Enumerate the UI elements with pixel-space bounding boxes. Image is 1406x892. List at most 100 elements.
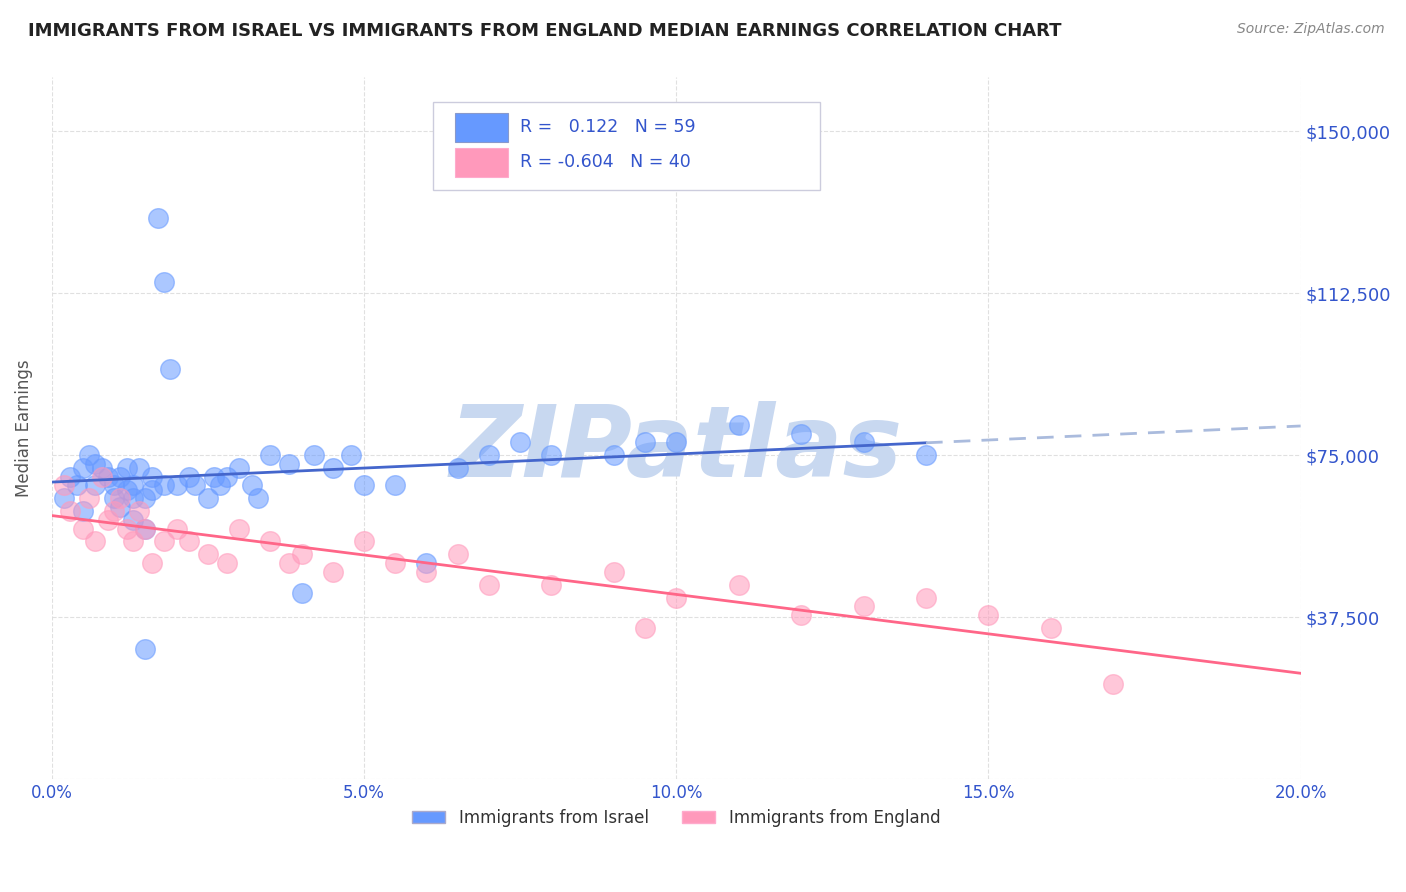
Point xyxy=(915,591,938,605)
Point xyxy=(90,461,112,475)
Point xyxy=(852,599,875,614)
Point xyxy=(159,361,181,376)
Point xyxy=(153,276,176,290)
Point xyxy=(103,478,125,492)
Point xyxy=(77,491,100,506)
Text: IMMIGRANTS FROM ISRAEL VS IMMIGRANTS FROM ENGLAND MEDIAN EARNINGS CORRELATION CH: IMMIGRANTS FROM ISRAEL VS IMMIGRANTS FRO… xyxy=(28,22,1062,40)
Point xyxy=(322,461,344,475)
Point xyxy=(603,565,626,579)
Point xyxy=(852,435,875,450)
Point xyxy=(53,478,76,492)
Point xyxy=(53,491,76,506)
Point xyxy=(1102,677,1125,691)
Point xyxy=(179,534,201,549)
Point xyxy=(384,478,406,492)
Point xyxy=(384,556,406,570)
Point xyxy=(72,461,94,475)
Point xyxy=(290,586,312,600)
Point xyxy=(90,469,112,483)
Point xyxy=(228,522,250,536)
Point xyxy=(478,448,501,462)
Point xyxy=(153,534,176,549)
Point xyxy=(84,457,107,471)
Text: Source: ZipAtlas.com: Source: ZipAtlas.com xyxy=(1237,22,1385,37)
Point xyxy=(634,435,657,450)
Point xyxy=(141,556,163,570)
Point xyxy=(340,448,363,462)
Point xyxy=(166,522,188,536)
Point xyxy=(128,504,150,518)
Point xyxy=(915,448,938,462)
Point xyxy=(110,491,132,506)
Point xyxy=(134,491,156,506)
Point xyxy=(415,565,437,579)
Point xyxy=(166,478,188,492)
Point xyxy=(197,548,219,562)
Point xyxy=(141,483,163,497)
Point xyxy=(153,478,176,492)
Point xyxy=(59,504,82,518)
Point xyxy=(790,426,813,441)
Point xyxy=(110,469,132,483)
Point xyxy=(122,478,145,492)
Point xyxy=(103,491,125,506)
Point xyxy=(603,448,626,462)
Point xyxy=(122,534,145,549)
Point xyxy=(1039,621,1062,635)
Point xyxy=(103,504,125,518)
Point xyxy=(290,548,312,562)
Point xyxy=(72,522,94,536)
Legend: Immigrants from Israel, Immigrants from England: Immigrants from Israel, Immigrants from … xyxy=(405,803,948,834)
Point xyxy=(727,577,749,591)
Point xyxy=(259,534,281,549)
Point xyxy=(259,448,281,462)
Point xyxy=(84,478,107,492)
Point xyxy=(202,469,225,483)
Point xyxy=(66,478,89,492)
Point xyxy=(240,478,263,492)
FancyBboxPatch shape xyxy=(456,112,508,142)
Point xyxy=(184,478,207,492)
Point xyxy=(665,435,688,450)
Point xyxy=(77,448,100,462)
Point xyxy=(446,461,468,475)
Point xyxy=(72,504,94,518)
Point xyxy=(540,577,562,591)
Point xyxy=(110,500,132,514)
Point xyxy=(122,491,145,506)
Y-axis label: Median Earnings: Median Earnings xyxy=(15,359,32,497)
Point xyxy=(215,469,238,483)
Point xyxy=(509,435,531,450)
Point xyxy=(215,556,238,570)
Point xyxy=(353,478,375,492)
Point xyxy=(84,534,107,549)
Point xyxy=(727,417,749,432)
Point xyxy=(122,513,145,527)
Point xyxy=(278,457,301,471)
Point xyxy=(115,522,138,536)
Point xyxy=(146,211,169,225)
Point xyxy=(134,522,156,536)
Point xyxy=(790,607,813,622)
Point xyxy=(134,642,156,657)
Point xyxy=(228,461,250,475)
Point xyxy=(634,621,657,635)
Point xyxy=(115,461,138,475)
FancyBboxPatch shape xyxy=(456,147,508,177)
Point xyxy=(478,577,501,591)
Point xyxy=(977,607,1000,622)
Point xyxy=(128,461,150,475)
FancyBboxPatch shape xyxy=(433,102,820,190)
Point xyxy=(134,522,156,536)
Point xyxy=(415,556,437,570)
Point xyxy=(115,483,138,497)
Point xyxy=(353,534,375,549)
Point xyxy=(97,469,120,483)
Point xyxy=(322,565,344,579)
Text: R =   0.122   N = 59: R = 0.122 N = 59 xyxy=(520,119,696,136)
Point xyxy=(302,448,325,462)
Point xyxy=(59,469,82,483)
Point xyxy=(446,548,468,562)
Point xyxy=(197,491,219,506)
Point xyxy=(278,556,301,570)
